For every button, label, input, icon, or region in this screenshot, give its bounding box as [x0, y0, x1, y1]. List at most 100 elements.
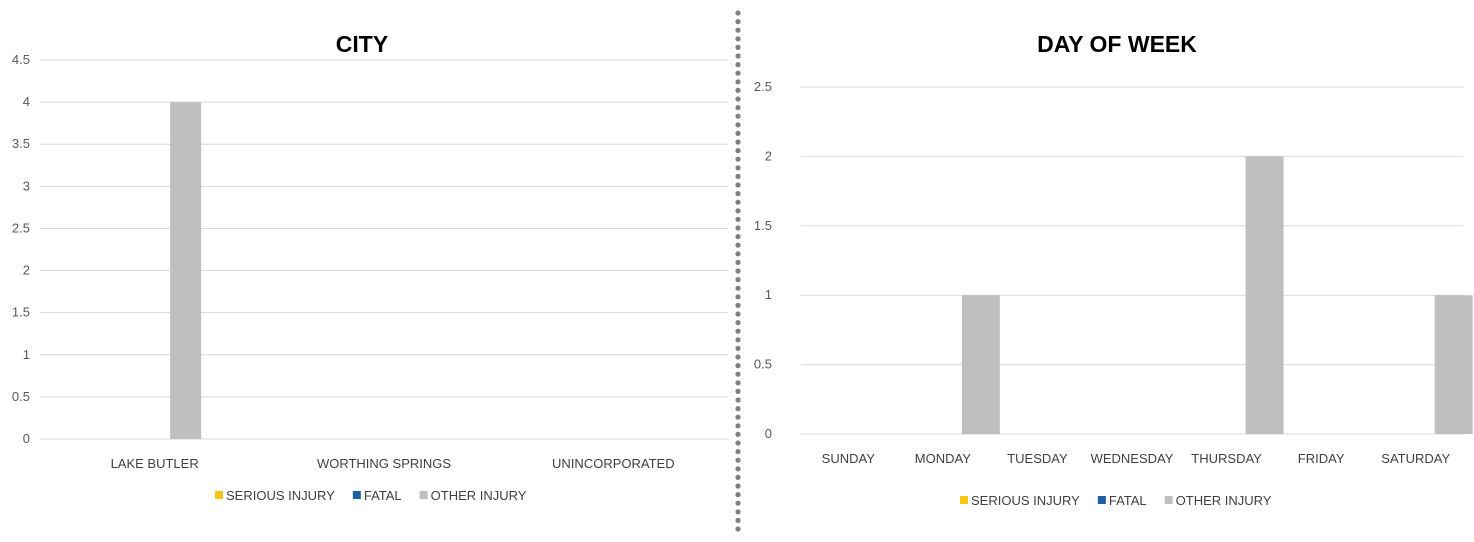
y-tick-label: 1.5	[754, 218, 772, 233]
divider-dot	[735, 371, 741, 377]
x-tick-label: SATURDAY	[1381, 451, 1450, 466]
divider-dot	[735, 259, 741, 265]
y-tick-label: 0.5	[754, 357, 772, 372]
divider-dotted-line	[735, 10, 741, 532]
bar-other-injury	[961, 295, 1000, 434]
divider-dot	[735, 27, 741, 33]
divider-dot	[735, 156, 741, 162]
divider-dot	[735, 148, 741, 154]
bar-other-injury	[1245, 156, 1284, 434]
divider-dot	[735, 36, 741, 42]
divider-dot	[735, 268, 741, 274]
divider-dot	[735, 380, 741, 386]
bar-other-injury	[1434, 295, 1473, 434]
divider-dot	[735, 216, 741, 222]
divider-dot	[735, 509, 741, 515]
divider-dot	[735, 242, 741, 248]
divider-dot	[735, 457, 741, 463]
chart-title: DAY OF WEEK	[1037, 31, 1197, 57]
legend-swatch-fatal	[352, 491, 361, 499]
divider-dot	[735, 10, 741, 16]
bar-other-injury	[170, 102, 202, 439]
divider-dot	[735, 277, 741, 283]
legend-swatch-serious-injury	[960, 496, 968, 504]
divider-dot	[735, 328, 741, 334]
y-tick-label: 4	[23, 94, 30, 109]
y-tick-label: 2	[23, 263, 30, 278]
divider-dot	[735, 139, 741, 145]
divider-dot	[735, 337, 741, 343]
x-tick-label: THURSDAY	[1191, 451, 1262, 466]
divider-dot	[735, 70, 741, 76]
legend-swatch-other-injury	[1164, 496, 1173, 504]
x-tick-label: TUESDAY	[1007, 451, 1068, 466]
divider-dot	[735, 105, 741, 111]
y-tick-label: 4.5	[12, 52, 30, 67]
divider-dot	[735, 483, 741, 489]
x-tick-label: FRIDAY	[1298, 451, 1345, 466]
divider-dot	[735, 500, 741, 506]
divider-dot	[735, 414, 741, 420]
y-tick-label: 3	[23, 178, 30, 193]
legend-entry: SERIOUS INJURY	[971, 493, 1080, 508]
divider-dot	[735, 96, 741, 102]
x-tick-label: SUNDAY	[822, 451, 876, 466]
divider-dot	[735, 285, 741, 291]
divider-dot	[735, 526, 741, 532]
divider-dot	[735, 311, 741, 317]
y-tick-label: 1	[765, 287, 772, 302]
divider-dot	[735, 517, 741, 524]
city-chart: CITY 0 0.5 1 1.5 2 2.5 3 3.5 4 4.5 LAKE BUTLER WORTH…	[12, 31, 728, 503]
divider-dot	[735, 406, 741, 412]
divider-dot	[735, 44, 741, 51]
legend-swatch-other-injury	[419, 491, 428, 499]
y-tick-label: 2	[765, 148, 772, 163]
legend-entry: FATAL	[364, 488, 402, 503]
divider-dot	[735, 225, 741, 231]
divider-dot	[735, 165, 741, 171]
legend-entry: SERIOUS INJURY	[226, 488, 335, 503]
x-tick-label: WEDNESDAY	[1091, 451, 1174, 466]
y-tick-label: 0.5	[12, 389, 30, 404]
divider-dot	[735, 363, 741, 369]
divider-dot	[735, 191, 741, 197]
divider-dot	[735, 182, 741, 188]
divider-dot	[735, 440, 741, 446]
divider-dot	[735, 449, 741, 455]
divider-dot	[735, 466, 741, 472]
divider-dot	[735, 423, 741, 429]
divider-dot	[735, 113, 741, 119]
divider-dot	[735, 234, 741, 240]
divider-dot	[735, 302, 741, 308]
divider-dot	[735, 79, 741, 85]
y-tick-label: 1.5	[12, 305, 30, 320]
divider-dot	[735, 251, 741, 257]
y-tick-label: 0	[765, 426, 772, 441]
divider-dot	[735, 354, 741, 360]
y-tick-label: 3.5	[12, 136, 30, 151]
y-tick-label: 2.5	[12, 220, 30, 235]
legend-swatch-serious-injury	[215, 491, 223, 499]
legend-swatch-fatal	[1097, 496, 1106, 504]
divider-dot	[735, 294, 741, 300]
legend-entry: FATAL	[1109, 493, 1147, 508]
legend-entry: OTHER INJURY	[431, 488, 527, 503]
x-tick-label: UNINCORPORATED	[552, 456, 675, 471]
divider-dot	[735, 397, 741, 403]
x-tick-label: MONDAY	[915, 451, 971, 466]
divider-dot	[735, 130, 741, 136]
divider-dot	[735, 62, 741, 68]
divider-dot	[735, 122, 741, 128]
divider-dot	[735, 19, 741, 25]
divider-dot	[735, 388, 741, 394]
divider-dot	[735, 474, 741, 480]
divider-dot	[735, 492, 741, 498]
legend-entry: OTHER INJURY	[1176, 493, 1272, 508]
x-tick-label: LAKE BUTLER	[111, 456, 199, 471]
divider-dot	[735, 53, 741, 59]
divider-dot	[735, 345, 741, 351]
divider-dot	[735, 173, 741, 179]
divider-dot	[735, 431, 741, 437]
divider-dot	[735, 87, 741, 93]
